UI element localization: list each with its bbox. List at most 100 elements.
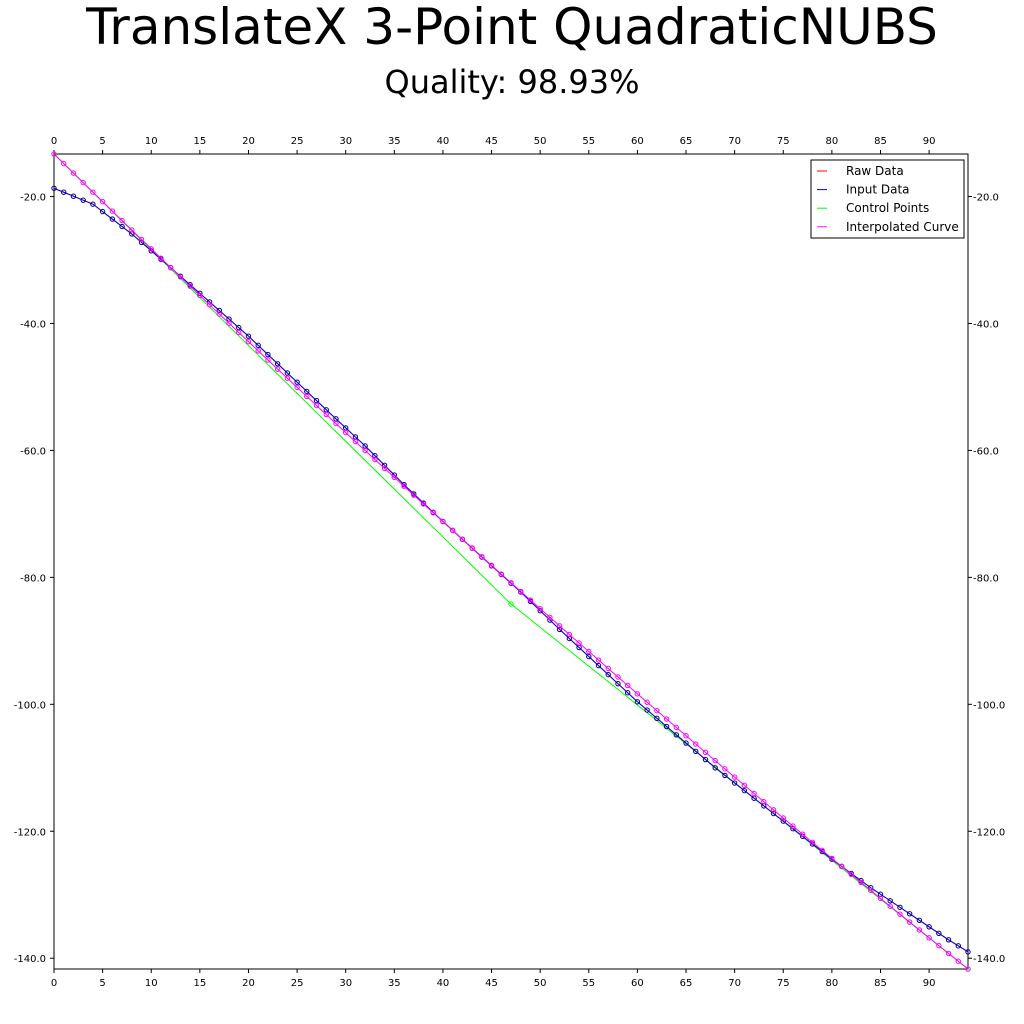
- input-data-point: [693, 748, 699, 754]
- interpolated-curve-point: [722, 766, 728, 772]
- x-tick-label-bottom: 0: [51, 978, 57, 989]
- interpolated-curve-point: [255, 348, 261, 354]
- interpolated-curve-point: [411, 492, 417, 498]
- interpolated-curve-point: [51, 151, 57, 157]
- input-data-point: [138, 239, 145, 246]
- input-data-point: [556, 626, 563, 633]
- interpolated-curve-point: [449, 527, 456, 534]
- interpolated-curve-point: [391, 474, 398, 481]
- x-tick-label-top: 20: [242, 136, 255, 147]
- x-tick-label-top: 65: [680, 136, 693, 147]
- input-data-point: [586, 653, 592, 660]
- y-tick-label-right: -100.0: [973, 700, 1005, 711]
- interpolated-curve-point: [508, 580, 514, 586]
- interpolated-curve-point: [663, 716, 670, 722]
- interpolated-curve-point: [333, 420, 339, 427]
- interpolated-curve-point: [430, 510, 436, 516]
- interpolated-curve-point: [70, 170, 77, 176]
- interpolated-curve-point: [586, 648, 592, 655]
- interpolated-curve-point: [381, 465, 388, 472]
- interpolated-curve-point: [770, 807, 777, 813]
- y-tick-label-right: -140.0: [973, 954, 1005, 965]
- input-data-point: [654, 715, 660, 721]
- interpolated-curve-point: [780, 815, 786, 821]
- interpolated-curve-point: [595, 657, 602, 663]
- input-data-point: [61, 189, 67, 195]
- interpolated-curve-point: [245, 338, 252, 345]
- interpolated-curve-point: [323, 411, 329, 418]
- interpolated-curve-point: [819, 847, 825, 854]
- input-data-point: [245, 333, 252, 339]
- input-data-point: [90, 201, 96, 207]
- x-tick-label-bottom: 65: [680, 978, 693, 989]
- interpolated-curve-point: [761, 798, 767, 805]
- legend-box: [810, 159, 965, 239]
- interpolated-curve-point: [343, 429, 349, 436]
- interpolated-curve-point: [965, 966, 971, 972]
- interpolated-curve-point: [167, 264, 174, 271]
- interpolated-curve-point: [226, 320, 232, 326]
- interpolated-curve-point: [518, 588, 524, 595]
- input-data-point: [99, 208, 106, 215]
- chart-title: TranslateX 3-Point QuadraticNUBS: [86, 0, 938, 56]
- x-tick-label-bottom: 45: [485, 978, 498, 989]
- interpolated-curve-point: [479, 553, 485, 560]
- input-data-point: [887, 898, 893, 904]
- input-data-point: [216, 307, 222, 314]
- interpolated-curve-point: [877, 895, 884, 902]
- x-tick-label-bottom: 15: [193, 978, 206, 989]
- x-tick-label-top: 0: [51, 136, 57, 147]
- input-data-point: [770, 810, 777, 817]
- input-data-point: [109, 216, 116, 222]
- input-data-point: [381, 462, 388, 469]
- input-data-point: [897, 904, 903, 910]
- interpolated-curve-point: [858, 879, 864, 886]
- interpolated-curve-point: [90, 189, 96, 195]
- interpolated-curve-point: [177, 274, 184, 280]
- interpolated-curve-point: [615, 674, 621, 680]
- input-data-point: [965, 949, 971, 955]
- x-tick-label-top: 60: [631, 136, 644, 147]
- x-tick-label-bottom: 55: [582, 978, 595, 989]
- interpolated-curve-point: [197, 292, 203, 299]
- legend-label: Input Data: [846, 183, 910, 197]
- x-tick-label-top: 25: [291, 136, 304, 147]
- interpolated-curve-point: [498, 571, 504, 577]
- y-tick-label-left: -120.0: [14, 827, 46, 838]
- interpolated-curve-point: [955, 958, 961, 964]
- x-tick-label-bottom: 60: [631, 978, 644, 989]
- input-data-point: [926, 924, 932, 930]
- interpolated-curve-point: [566, 631, 573, 638]
- x-axis-ticks: 0055101015152020252530303535404045455050…: [51, 136, 936, 989]
- interpolated-curve-point: [897, 911, 903, 917]
- y-tick-label-right: -120.0: [973, 827, 1005, 838]
- control-points-line: [53, 153, 969, 970]
- input-data-point: [916, 917, 923, 923]
- input-data-point: [945, 937, 952, 943]
- interpolated-curve-point: [547, 614, 553, 620]
- x-tick-label-bottom: 80: [826, 978, 839, 989]
- interpolated-curve-point: [800, 831, 806, 837]
- interpolated-curve-point: [829, 855, 835, 862]
- interpolated-curve-line: [53, 153, 969, 970]
- interpolated-curve-point: [809, 839, 816, 845]
- input-data-point: [673, 732, 679, 738]
- y-tick-label-right: -80.0: [973, 573, 999, 584]
- interpolated-curve-point: [187, 283, 193, 289]
- x-tick-label-bottom: 10: [145, 978, 158, 989]
- input-data-series: [51, 185, 971, 955]
- interpolated-curve-point: [158, 255, 164, 261]
- interpolated-curve-series: [51, 151, 971, 972]
- interpolated-curve-point: [741, 782, 748, 789]
- x-tick-label-top: 10: [145, 136, 158, 147]
- interpolated-curve-point: [313, 402, 320, 409]
- x-tick-label-bottom: 90: [923, 978, 936, 989]
- input-data-point: [683, 740, 689, 746]
- input-data-point: [624, 690, 631, 696]
- interpolated-curve-point: [790, 823, 796, 829]
- interpolated-curve-point: [109, 208, 116, 214]
- x-tick-label-top: 35: [388, 136, 401, 147]
- interpolated-curve-point: [731, 774, 738, 780]
- interpolated-curve-point: [99, 198, 106, 205]
- interpolated-curve-point: [838, 863, 845, 870]
